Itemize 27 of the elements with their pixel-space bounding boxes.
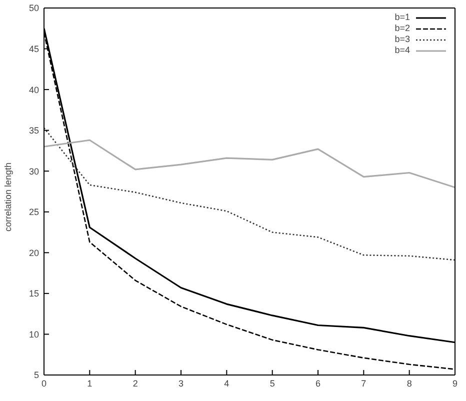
line-series xyxy=(44,139,455,188)
legend-label: b=1 xyxy=(394,12,410,23)
x-tick-label: 8 xyxy=(406,378,412,388)
legend-label: b=3 xyxy=(394,34,410,45)
y-tick-label: 35 xyxy=(28,126,39,136)
x-tick-label: 2 xyxy=(132,378,138,388)
x-tick-label: 1 xyxy=(87,378,92,388)
x-tick-label: 9 xyxy=(452,378,458,388)
y-tick-label: 50 xyxy=(28,3,39,14)
legend-label: b=2 xyxy=(394,23,410,34)
x-tick-label: 0 xyxy=(41,378,47,388)
y-tick-label: 25 xyxy=(28,207,39,218)
x-tick-label: 5 xyxy=(270,378,275,388)
line-series xyxy=(44,127,455,261)
x-tick-label: 4 xyxy=(224,378,230,388)
y-tick-label: 5 xyxy=(34,370,39,380)
x-tick-label: 7 xyxy=(361,378,366,388)
x-tick-label: 3 xyxy=(178,378,184,388)
legend-label: b=4 xyxy=(394,45,410,56)
y-tick-label: 40 xyxy=(28,84,39,95)
y-axis-title: correlation length xyxy=(3,162,14,232)
y-tick-label: 20 xyxy=(28,248,39,258)
x-tick-label: 6 xyxy=(315,378,321,388)
y-tick-label: 10 xyxy=(28,329,39,340)
y-tick-label: 45 xyxy=(28,44,39,54)
y-tick-label: 30 xyxy=(28,166,39,176)
y-tick-label: 15 xyxy=(28,288,39,299)
